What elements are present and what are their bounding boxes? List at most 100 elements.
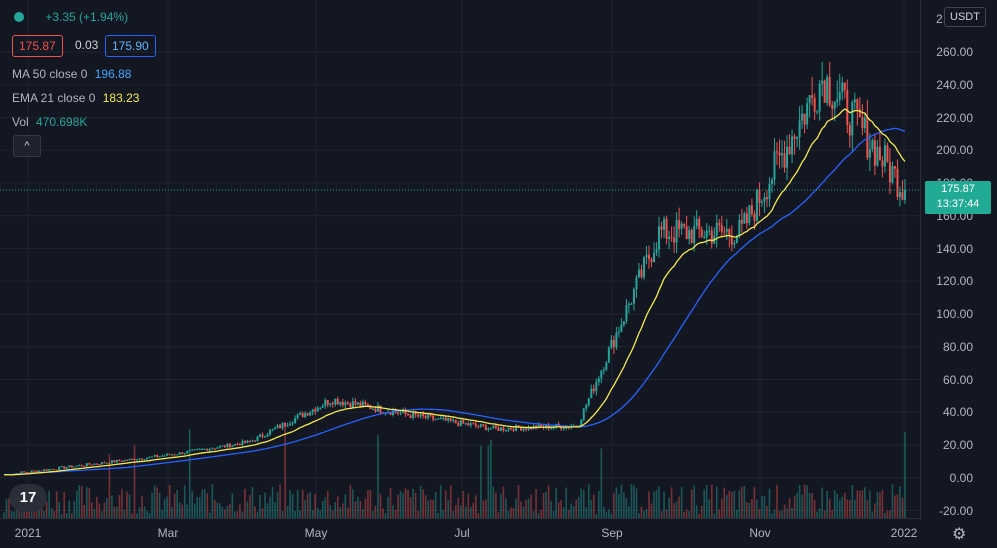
candle-body [369, 405, 372, 410]
candle-body [258, 434, 261, 437]
candle-body [256, 436, 259, 441]
candle-body [655, 249, 658, 253]
candle-body [246, 440, 249, 443]
candle-body [98, 464, 101, 466]
volume-bar [239, 504, 241, 518]
candle-body [379, 405, 382, 413]
volume-bar [10, 511, 13, 518]
volume-bar [700, 505, 703, 518]
volume-bar [603, 506, 605, 518]
candle-body [449, 417, 452, 421]
candle-body [627, 304, 630, 306]
price-tick-label: 100.00 [936, 307, 973, 321]
candle-body [826, 76, 829, 103]
volume-bar [301, 489, 304, 518]
candle-body [675, 219, 678, 243]
volume-bar [577, 496, 580, 518]
volume-bar [525, 499, 527, 518]
volume-bar [871, 511, 874, 518]
volume-bar [374, 505, 377, 518]
candle-body [30, 470, 33, 473]
price-change: +3.35 (+1.94%) [45, 10, 129, 24]
candle-body [366, 404, 369, 406]
volume-bar [838, 499, 841, 518]
candle-body [901, 192, 904, 200]
volume-bar [630, 484, 633, 518]
candle-body [251, 440, 254, 442]
candle-body [615, 332, 618, 348]
candle-body [841, 82, 844, 93]
volume-bar [693, 485, 695, 518]
candle-body [349, 403, 352, 408]
candle-body [765, 197, 768, 200]
volume-bar [206, 493, 209, 518]
candle-body [459, 420, 462, 426]
volume-bar [442, 510, 445, 518]
candle-body [610, 339, 613, 348]
volume-bar [244, 488, 246, 518]
volume-bar [723, 487, 726, 518]
candle-body [796, 137, 799, 139]
volume-bar [836, 494, 839, 518]
candle-body [720, 225, 723, 232]
candle-body [399, 412, 402, 414]
candle-body [816, 111, 819, 113]
candle-body [143, 459, 146, 461]
volume-bar [226, 505, 229, 518]
collapse-legend-button[interactable]: ^ [13, 135, 41, 157]
candle-body [683, 223, 686, 227]
volume-bar [81, 486, 83, 518]
volume-bar [537, 513, 540, 518]
candle-body [208, 448, 211, 451]
candle-body [55, 469, 58, 471]
volume-bar [904, 431, 906, 518]
candle-body [863, 117, 866, 129]
candle-body [703, 237, 706, 239]
volume-bar [362, 508, 364, 518]
price-tick-label: 20.00 [942, 438, 973, 452]
candle-body [344, 402, 347, 406]
candle-body [336, 398, 339, 405]
currency-unit-button[interactable]: USDT [944, 7, 986, 27]
chart-area[interactable] [0, 0, 921, 519]
ma-legend-row[interactable]: MA 50 close 0 196.88 [12, 67, 135, 81]
volume-bar [352, 489, 354, 518]
candle-body [281, 422, 284, 428]
candle-body [472, 423, 475, 425]
candle-body [90, 464, 93, 466]
candle-body [715, 222, 718, 236]
candle-body [133, 458, 136, 461]
volume-bar [470, 506, 472, 518]
candle-body [748, 205, 751, 224]
volume-bar [547, 485, 550, 518]
candle-body [141, 458, 144, 460]
candle-body [665, 218, 668, 239]
ema-value: 183.23 [102, 91, 140, 105]
volume-bar [399, 490, 402, 518]
candle-body [196, 449, 199, 451]
volume-bar [404, 488, 407, 518]
candle-body [597, 378, 600, 383]
volume-bar [349, 484, 352, 518]
candle-body [351, 401, 354, 408]
volume-bar [91, 502, 93, 518]
candle-body [457, 422, 460, 426]
volume-bar [214, 499, 216, 518]
price-chart[interactable] [0, 0, 920, 518]
volume-bar [126, 491, 128, 518]
candle-body [25, 472, 28, 474]
gear-icon[interactable]: ⚙ [952, 526, 967, 543]
volume-bar [106, 498, 108, 518]
candle-body [248, 440, 251, 442]
volume-bar [881, 490, 884, 518]
candle-body [231, 445, 234, 448]
candle-body [65, 467, 68, 469]
vol-legend-row[interactable]: Vol 470.698K [12, 115, 91, 129]
candle-body [545, 424, 548, 428]
ema-legend-row[interactable]: EMA 21 close 0 183.23 [12, 91, 143, 105]
candle-body [698, 218, 701, 230]
volume-bar [545, 491, 547, 518]
volume-bar [387, 496, 389, 518]
tradingview-logo-icon[interactable]: 17 [9, 484, 47, 512]
candle-body [314, 409, 317, 412]
